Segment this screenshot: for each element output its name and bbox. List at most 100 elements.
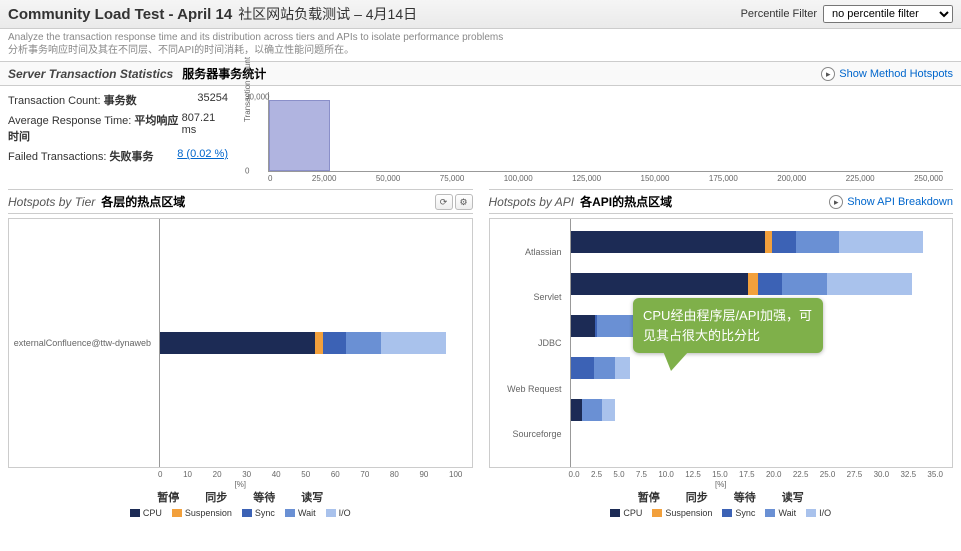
bar-segment-cpu [571,231,765,253]
legend-label: I/O [819,508,831,518]
chart-xtick: 25.0 [820,470,836,479]
chart-xtick: 10 [183,470,192,479]
legend-label: CPU [143,508,162,518]
filter-label: Percentile Filter [741,8,817,20]
legend-label: Wait [298,508,316,518]
tier-axis-label: [%] [8,480,473,489]
legend-item-cpu: CPU [130,508,162,518]
api-panel-title-cn: 各API的热点区域 [580,193,672,210]
chart-xtick: 80 [390,470,399,479]
stats-section-title-group: Server Transaction Statistics 服务器事务统计 [8,65,266,82]
bar-segment-sync [772,231,797,253]
panels: Hotspots by Tier 各层的热点区域 ⟳ ⚙ externalCon… [0,183,961,526]
legend-label: Suspension [665,508,712,518]
tier-panel: Hotspots by Tier 各层的热点区域 ⟳ ⚙ externalCon… [0,183,481,526]
show-api-breakdown-link[interactable]: ▸ Show API Breakdown [829,195,953,209]
bar-segment-io [827,273,912,295]
chart-xtick: 20 [213,470,222,479]
api-panel-title-en: Hotspots by API [489,195,575,209]
arrow-right-icon: ▸ [821,67,835,81]
tier-panel-title-en: Hotspots by Tier [8,195,95,209]
chart-row-label: Servlet [494,284,566,310]
chart-xtick: 7.5 [636,470,647,479]
legend-item-io: I/O [326,508,351,518]
chart-xtick: 35.0 [927,470,943,479]
percentile-filter-select[interactable]: no percentile filter [823,5,953,23]
chart-xtick: 15.0 [712,470,728,479]
header-title-group: Community Load Test - April 14 社区网站负载测试 … [8,4,417,24]
histo-xtick: 75,000 [440,174,464,183]
swatch-icon [285,509,295,517]
chart-xtick: 17.5 [739,470,755,479]
bar-segment-io [839,231,924,253]
legend-label: Suspension [185,508,232,518]
stat-tx-count: Transaction Count: 事务数 35254 [8,92,228,108]
swatch-icon [652,509,662,517]
bar-segment-sync [571,357,595,379]
tier-panel-header: Hotspots by Tier 各层的热点区域 ⟳ ⚙ [8,189,473,214]
bar-segment-wait [582,399,602,421]
api-xaxis: 0.02.55.07.510.012.515.017.520.022.525.0… [489,470,954,479]
chart-xtick: 32.5 [900,470,916,479]
tier-panel-title-cn: 各层的热点区域 [101,193,185,210]
legend-item-wait: Wait [765,508,796,518]
page-subtitle: Analyze the transaction response time an… [0,29,961,61]
failed-tx-link[interactable]: 8 (0.02 %) [177,148,228,164]
chart-xtick: 60 [331,470,340,479]
legend-cn-label: 读写 [782,489,804,505]
swatch-icon [242,509,252,517]
bar-segment-suspension [748,273,758,295]
bar-segment-wait [346,332,380,354]
tier-panel-toolbar: ⟳ ⚙ [435,194,473,210]
transaction-histogram: Transaction Count 30,0000 025,00050,0007… [240,92,953,183]
stats-section-title-cn: 服务器事务统计 [182,67,266,81]
stacked-bar [571,399,616,421]
legend-cn-label: 等待 [734,489,756,505]
chart-row-label: Web Request [494,376,566,402]
callout-tail-icon [663,351,689,371]
chart-xtick: 10.0 [658,470,674,479]
chart-row-label: Atlassian [494,239,566,265]
legend-item-sync: Sync [722,508,755,518]
bar-segment-suspension [315,332,324,354]
show-method-hotspots-link[interactable]: ▸ Show Method Hotspots [821,67,953,81]
chart-row [160,330,462,356]
chart-row [571,229,943,255]
api-legend-cn: 暂停同步等待读写 [489,489,954,505]
legend-item-sync: Sync [242,508,275,518]
histo-xtick: 150,000 [641,174,670,183]
legend-item-io: I/O [806,508,831,518]
tier-legend-cn: 暂停同步等待读写 [8,489,473,505]
settings-icon[interactable]: ⚙ [455,194,473,210]
histo-xtick: 175,000 [709,174,738,183]
bar-segment-suspension [765,231,772,253]
legend-item-suspension: Suspension [652,508,712,518]
legend-cn-label: 读写 [301,489,323,505]
chart-row-label: externalConfluence@ttw-dynaweb [13,330,155,356]
page-title-en: Community Load Test - April 14 [8,6,232,23]
subtitle-cn: 分析事务响应时间及其在不同层、不同API的时间消耗，以确立性能问题所在。 [8,44,953,57]
chart-xtick: 40 [272,470,281,479]
bar-segment-io [615,357,630,379]
chart-xtick: 70 [360,470,369,479]
chart-xtick: 30.0 [874,470,890,479]
bar-segment-cpu [571,399,582,421]
bar-segment-wait [796,231,838,253]
histo-xtick: 250,000 [914,174,943,183]
legend-cn-label: 同步 [686,489,708,505]
stats-summary: Transaction Count: 事务数 35254 Average Res… [8,92,228,183]
legend-item-wait: Wait [285,508,316,518]
legend-cn-label: 暂停 [157,489,179,505]
bar-segment-cpu [160,332,315,354]
bar-segment-wait [594,357,615,379]
chart-xtick: 22.5 [793,470,809,479]
histo-xtick: 50,000 [376,174,400,183]
refresh-icon[interactable]: ⟳ [435,194,453,210]
histo-xtick: 200,000 [777,174,806,183]
chart-xtick: 90 [419,470,428,479]
chart-row [571,271,943,297]
legend-label: Sync [735,508,755,518]
swatch-icon [172,509,182,517]
bar-segment-io [602,399,615,421]
stacked-bar [571,231,924,253]
